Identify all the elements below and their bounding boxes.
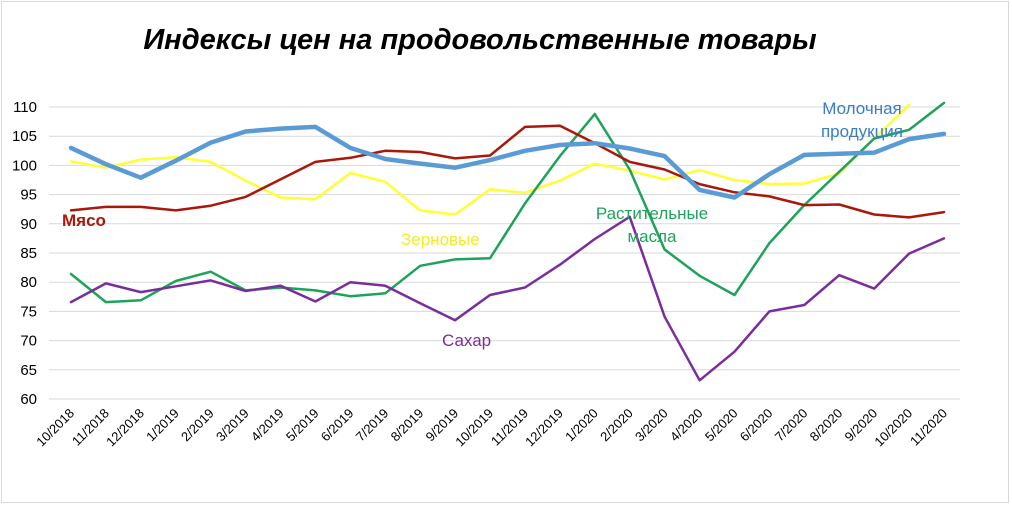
x-tick-label: 8/2020: [807, 406, 846, 445]
x-axis-ticks: 10/201811/201812/20181/20192/20193/20194…: [33, 406, 950, 450]
series-label-4: Растительные масла: [596, 204, 708, 246]
x-tick-label: 12/2018: [103, 406, 147, 450]
series-label-1: Молочная продукция: [821, 99, 903, 141]
y-tick-label: 60: [20, 391, 37, 408]
x-tick-label: 6/2020: [737, 406, 776, 445]
y-tick-label: 105: [12, 128, 37, 145]
x-tick-label: 4/2020: [667, 406, 706, 445]
series-line-3: [69, 103, 911, 216]
x-tick-label: 12/2019: [522, 406, 566, 450]
series-line-4: [69, 101, 946, 304]
y-tick-label: 65: [20, 362, 37, 379]
series-lines: [68, 101, 947, 382]
x-tick-label: 5/2019: [283, 406, 322, 445]
x-tick-label: 4/2019: [248, 406, 287, 445]
x-tick-label: 10/2020: [871, 406, 915, 450]
y-tick-label: 85: [20, 245, 37, 262]
gridlines: [49, 106, 960, 400]
y-tick-label: 80: [20, 274, 37, 291]
y-tick-label: 90: [20, 216, 37, 233]
y-tick-label: 75: [20, 303, 37, 320]
series-labels: Молочная продукция Мясо Зерновые Растительны…: [62, 99, 903, 350]
x-tick-label: 7/2020: [772, 406, 811, 445]
y-tick-label: 95: [20, 187, 37, 204]
x-tick-label: 6/2019: [318, 406, 357, 445]
x-tick-label: 2/2020: [597, 406, 636, 445]
series-line-5: [69, 215, 946, 382]
x-tick-label: 1/2019: [143, 406, 182, 445]
x-tick-label: 5/2020: [702, 406, 741, 445]
series-line-2: [69, 124, 946, 219]
chart-title: Индексы цен на продовольственные товары: [143, 24, 817, 56]
x-tick-label: 10/2018: [33, 406, 77, 450]
series-label-2: Мясо: [62, 211, 106, 230]
y-tick-label: 70: [20, 333, 37, 350]
x-tick-label: 3/2019: [213, 406, 252, 445]
x-tick-label: 10/2019: [452, 406, 496, 450]
series-line-1: [68, 124, 947, 200]
x-tick-label: 1/2020: [562, 406, 601, 445]
y-axis-ticks: 60 65 70 75 80 85 90 95 100 105 110: [12, 99, 37, 408]
y-tick-label: 100: [12, 157, 37, 174]
series-label-5: Сахар: [442, 331, 491, 350]
x-tick-label: 3/2020: [632, 406, 671, 445]
x-tick-label: 2/2019: [178, 406, 217, 445]
y-tick-label: 110: [13, 99, 37, 116]
series-label-3: Зерновые: [401, 230, 480, 249]
x-tick-label: 8/2019: [388, 406, 427, 445]
x-tick-label: 11/2020: [907, 406, 950, 449]
x-tick-label: 7/2019: [353, 406, 392, 445]
